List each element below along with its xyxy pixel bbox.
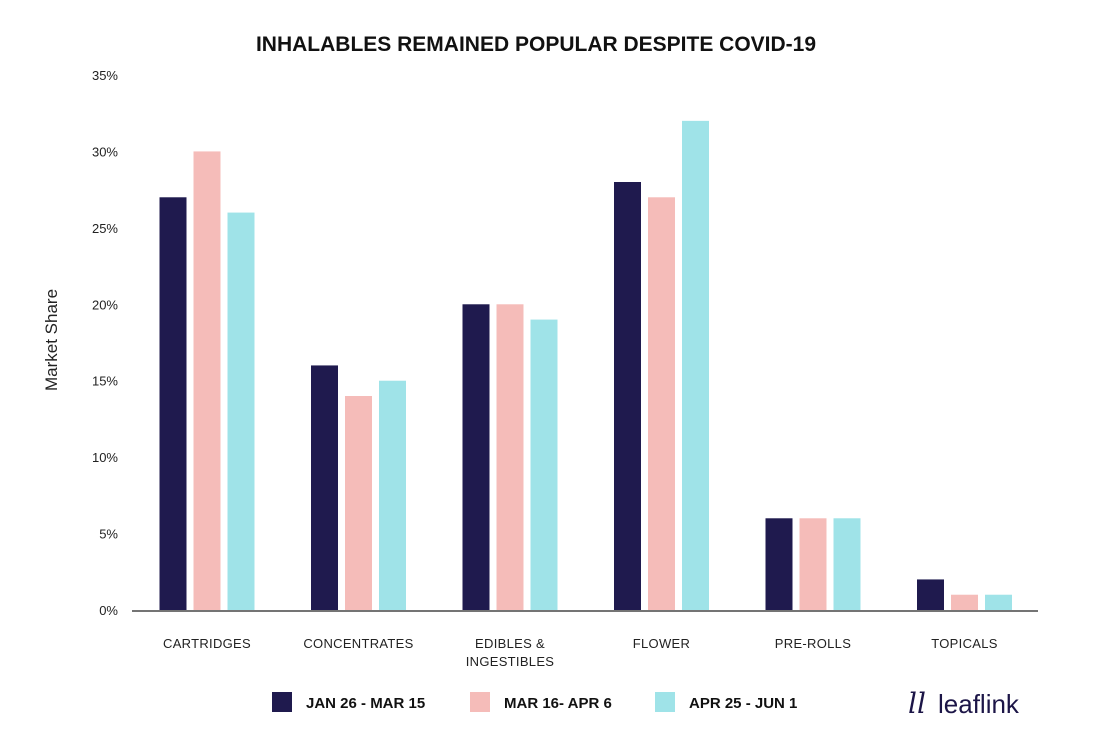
bar	[193, 151, 221, 610]
leaflink-logo: ll leaflink	[908, 687, 1020, 720]
bar	[159, 197, 187, 611]
y-tick-label: 25%	[92, 221, 118, 236]
y-tick-label: 10%	[92, 450, 118, 465]
y-tick-label: 5%	[99, 527, 118, 542]
bar	[227, 212, 255, 611]
y-tick-label: 0%	[99, 603, 118, 618]
bar	[311, 365, 338, 610]
legend-label: MAR 16- APR 6	[504, 695, 612, 712]
category-label: FLOWER	[633, 636, 690, 651]
legend-swatch	[655, 692, 675, 712]
bar	[530, 319, 558, 610]
bar	[648, 197, 675, 611]
y-tick-label: 35%	[92, 68, 118, 83]
legend: JAN 26 - MAR 15 MAR 16- APR 6 APR 25 - JUN…	[272, 692, 797, 712]
bar-series	[159, 120, 1012, 611]
bar	[985, 594, 1012, 610]
bar	[379, 380, 406, 610]
bar	[765, 518, 793, 610]
bar	[833, 518, 861, 610]
chart-title: INHALABLES REMAINED POPULAR DESPITE COVI…	[256, 33, 816, 56]
category-label: CONCENTRATES	[303, 636, 413, 651]
bar	[462, 304, 490, 610]
legend-label: APR 25 - JUN 1	[689, 695, 797, 712]
leaflink-logo-text: leaflink	[938, 689, 1020, 719]
category-label: CARTRIDGES	[163, 636, 251, 651]
bar	[682, 120, 709, 610]
bar	[496, 304, 524, 610]
leaflink-logo-mark: ll	[908, 687, 926, 720]
bar	[799, 518, 827, 610]
bar	[345, 396, 372, 610]
category-label: TOPICALS	[931, 636, 997, 651]
y-tick-label: 15%	[92, 374, 118, 389]
y-tick-label: 30%	[92, 144, 118, 159]
y-tick-label: 20%	[92, 297, 118, 312]
y-axis-label: Market Share	[42, 289, 61, 391]
category-label: INGESTIBLES	[466, 654, 555, 669]
legend-swatch	[470, 692, 490, 712]
bar	[614, 182, 641, 610]
category-label: PRE-ROLLS	[775, 636, 851, 651]
y-axis-ticks: 0% 5% 10% 15% 20% 25% 30% 35%	[92, 68, 118, 618]
category-label: EDIBLES &	[475, 636, 545, 651]
legend-label: JAN 26 - MAR 15	[306, 695, 425, 712]
legend-swatch	[272, 692, 292, 712]
bar	[951, 594, 978, 610]
bar	[917, 579, 944, 610]
category-labels: CARTRIDGES CONCENTRATES EDIBLES & INGESTIBL…	[163, 636, 997, 669]
